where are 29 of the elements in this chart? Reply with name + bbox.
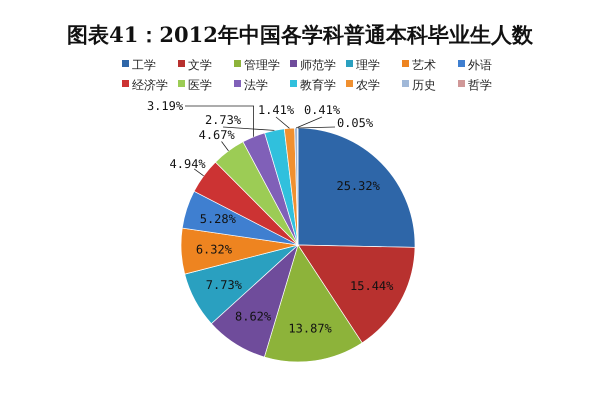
legend-label: 管理学 <box>244 58 280 72</box>
legend-label: 法学 <box>244 78 268 92</box>
data-label: 4.94% <box>170 157 206 172</box>
legend-label: 外语 <box>468 58 492 72</box>
legend-label: 医学 <box>188 78 212 92</box>
data-label: 3.19% <box>146 99 184 113</box>
data-label: 13.87% <box>288 321 333 336</box>
data-label: 0.05% <box>336 116 374 130</box>
data-label: 6.32% <box>196 242 233 256</box>
data-label: 15.44% <box>350 278 394 293</box>
data-label: 7.73% <box>206 278 243 292</box>
legend-label: 艺术 <box>412 58 436 72</box>
chart-title: 图表41：2012年中国各学科普通本科毕业生人数 <box>67 22 534 47</box>
data-label: 2.73% <box>204 113 242 127</box>
legend-label: 教育学 <box>300 78 336 92</box>
data-label: 5.28% <box>200 212 237 226</box>
data-label: 4.67% <box>198 128 236 142</box>
data-label: 0.41% <box>304 103 341 117</box>
legend-label: 师范学 <box>300 58 336 72</box>
legend-label: 经济学 <box>132 78 168 92</box>
legend-label: 哲学 <box>468 78 492 92</box>
legend-label: 工学 <box>132 58 156 72</box>
data-label: 8.62% <box>235 309 272 324</box>
legend-label: 历史 <box>412 78 436 92</box>
data-label: 25.32% <box>336 179 381 194</box>
legend-label: 文学 <box>188 58 212 72</box>
data-label: 1.41% <box>258 103 295 117</box>
legend-label: 理学 <box>356 58 380 72</box>
legend-label: 农学 <box>356 78 380 92</box>
